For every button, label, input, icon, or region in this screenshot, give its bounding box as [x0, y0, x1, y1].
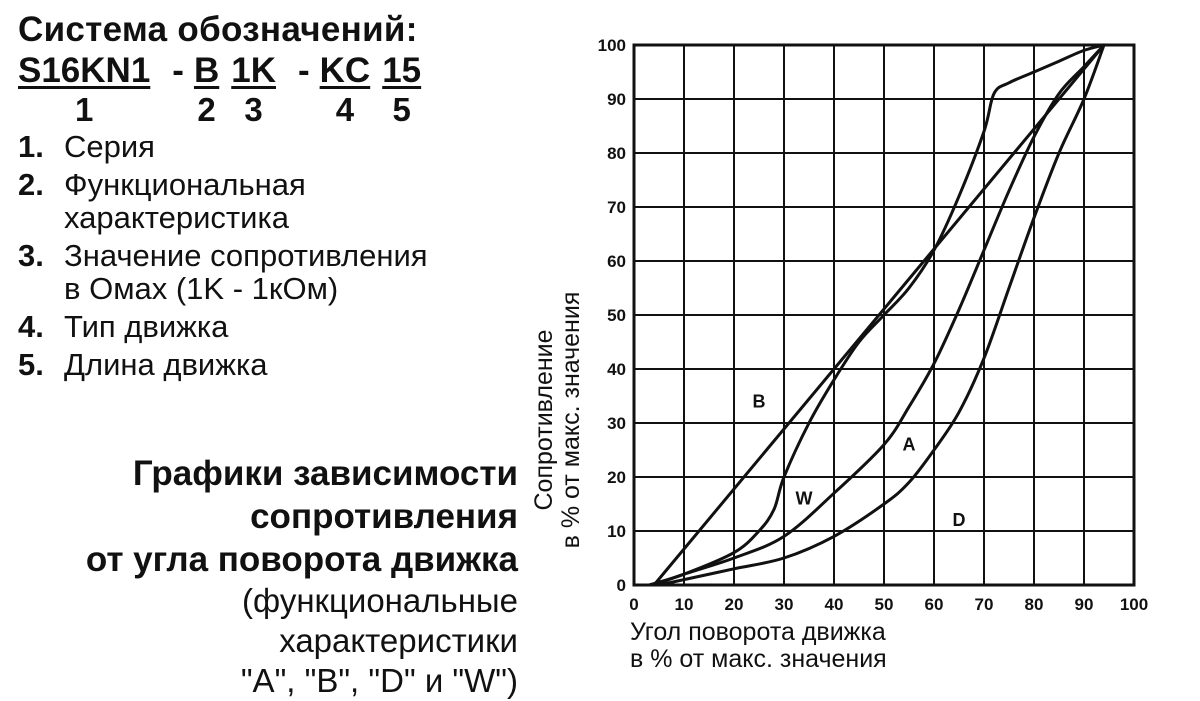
y-tick-label: 50 — [607, 306, 626, 325]
x-axis-title: в % от макс. значения — [630, 645, 887, 673]
graphs-title: Графики зависимости сопротивления от угл… — [85, 454, 518, 579]
code-part: 15 — [382, 51, 422, 90]
legend-item-text: Функциональная характеристика — [64, 167, 306, 235]
resistance-chart: 0 10 20 30 40 50 60 70 80 90 100 0 10 20 30 40 50 60 70 80 9… — [530, 36, 1148, 673]
notation-panel: Система обозначений: S16KN1 1- B 2 1K 3- KC 4 15… — [18, 10, 528, 386]
part-number-code: S16KN1 1- B 2 1K 3- KC 4 15 5 — [18, 52, 528, 128]
y-tick-label: 80 — [607, 144, 626, 163]
x-tick-label: 50 — [875, 595, 894, 614]
y-tick-label: 100 — [598, 36, 626, 55]
legend-item-text: Длина движка — [64, 347, 268, 382]
legend-item-text: Серия — [64, 129, 155, 164]
legend-item-number: 4. — [18, 309, 44, 344]
code-part-number: 2 — [197, 91, 216, 128]
x-tick-label: 80 — [1025, 595, 1044, 614]
y-tick-label: 40 — [607, 360, 626, 379]
graphs-subtitle: (функциональные характеристики "A", "B",… — [240, 582, 518, 699]
x-tick-label: 90 — [1075, 595, 1094, 614]
x-tick-label: 30 — [775, 595, 794, 614]
code-segment: KC 4 — [320, 52, 371, 128]
x-tick-label: 60 — [925, 595, 944, 614]
y-tick-label: 0 — [617, 576, 626, 595]
x-tick-label: 10 — [675, 595, 694, 614]
series-line-b — [652, 43, 1106, 587]
code-segment: 15 5 — [382, 52, 421, 128]
legend-item: 1. Серия — [18, 130, 528, 163]
y-tick-label: 30 — [607, 414, 626, 433]
series-line-d — [652, 43, 1106, 587]
code-segment: S16KN1 1 — [18, 52, 150, 128]
legend-item: 3. Значение сопротивления в Омах (1K - 1к… — [18, 239, 528, 305]
code-separator: - — [297, 51, 310, 90]
curve-label-b: B — [753, 391, 766, 411]
legend-item-text: Тип движка — [64, 309, 229, 344]
legend-item-number: 2. — [18, 167, 44, 202]
legend-item: 2. Функциональная характеристика — [18, 168, 528, 234]
y-tick-label: 20 — [607, 468, 626, 487]
x-axis-title: Угол поворота движка — [630, 618, 886, 646]
y-tick-label: 60 — [607, 252, 626, 271]
graphs-caption: Графики зависимости сопротивления от угл… — [0, 452, 518, 701]
curve-label-a: A — [903, 435, 916, 455]
series-line-w — [647, 43, 1106, 587]
y-tick-label: 10 — [607, 522, 626, 541]
legend-item-number: 1. — [18, 129, 44, 164]
legend-item: 4. Тип движка — [18, 310, 528, 343]
series-line-a — [657, 43, 1106, 587]
y-axis-title: Сопротивление — [530, 329, 558, 510]
code-part: 1K — [231, 51, 276, 90]
x-tick-label: 100 — [1120, 595, 1148, 614]
code-part-number: 3 — [244, 91, 263, 128]
x-tick-label: 0 — [629, 595, 638, 614]
curve-label-w: W — [796, 489, 813, 509]
x-tick-label: 70 — [975, 595, 994, 614]
code-part-number: 5 — [392, 91, 411, 128]
x-tick-label: 20 — [725, 595, 744, 614]
legend-item-text: Значение сопротивления в Омах (1K - 1кОм… — [64, 238, 428, 306]
y-axis-title: в % от макс. значения — [557, 292, 585, 549]
code-separator: - — [172, 51, 184, 90]
legend-item: 5. Длина движка — [18, 348, 528, 381]
code-part: KC — [319, 51, 371, 90]
y-tick-label: 90 — [607, 90, 626, 109]
code-segment: 1K 3 — [231, 52, 276, 128]
code-part: S16KN1 — [18, 51, 151, 90]
code-part: B — [193, 51, 220, 90]
code-part-number: 1 — [74, 91, 94, 128]
legend-item-number: 5. — [18, 347, 44, 382]
plot-frame — [632, 43, 1136, 587]
curve-label-d: D — [953, 510, 966, 530]
notation-title: Система обозначений: — [18, 10, 418, 49]
notation-legend: 1. Серия 2. Функциональная характеристика 3.… — [18, 130, 528, 381]
y-tick-label: 70 — [607, 198, 626, 217]
legend-item-number: 3. — [18, 238, 44, 273]
x-tick-label: 40 — [825, 595, 844, 614]
code-part-number: 4 — [335, 91, 355, 128]
